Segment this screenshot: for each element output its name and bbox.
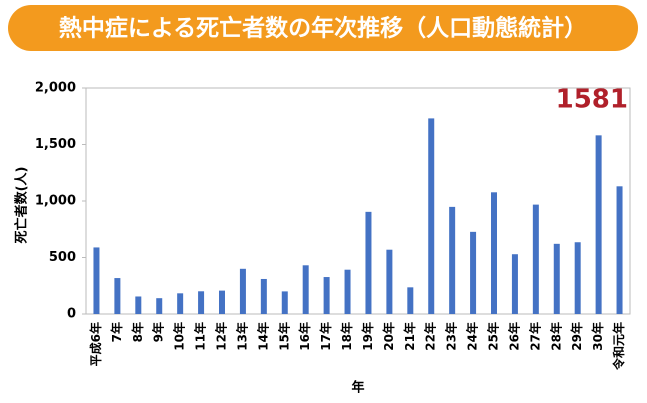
bar	[386, 249, 393, 314]
y-tick-label: 0	[67, 307, 76, 322]
bar	[491, 192, 497, 314]
bar	[344, 269, 351, 314]
x-tick-label: 25年	[486, 322, 501, 351]
x-tick-label: 平成6年	[88, 322, 103, 366]
bar	[323, 277, 330, 314]
x-tick-label: 24年	[465, 322, 480, 351]
x-tick-label: 28年	[548, 322, 563, 351]
bar	[93, 247, 100, 314]
bar	[449, 206, 456, 314]
bar	[281, 291, 288, 314]
y-tick-label: 500	[49, 250, 76, 265]
annotation: 1581	[556, 85, 628, 115]
y-tick-label: 1,000	[35, 194, 76, 209]
x-tick-label: 22年	[423, 322, 438, 351]
x-tick-label: 10年	[172, 322, 187, 351]
bar	[114, 278, 121, 314]
y-tick-label: 2,000	[35, 81, 76, 96]
bar	[428, 118, 435, 314]
bar	[532, 204, 539, 314]
bar	[135, 296, 142, 314]
x-tick-label: 14年	[255, 322, 270, 351]
x-tick-label: 9年	[151, 322, 166, 342]
x-tick-label: 18年	[339, 322, 354, 351]
y-axis-label: 死亡者数(人)	[14, 167, 30, 244]
x-tick-label: 15年	[276, 322, 291, 351]
x-axis-label: 年	[351, 380, 364, 396]
x-tick-label: 30年	[590, 322, 605, 351]
bar	[553, 243, 560, 314]
bar	[177, 293, 184, 314]
bar	[616, 186, 623, 314]
x-tick-label: 16年	[297, 322, 312, 351]
bar	[156, 298, 163, 314]
y-tick-label: 1,500	[35, 137, 76, 152]
x-tick-label: 17年	[318, 322, 333, 351]
plot-frame	[85, 87, 631, 315]
bar	[470, 231, 477, 314]
bar	[365, 211, 372, 314]
bar	[407, 287, 414, 314]
chart-title: 熱中症による死亡者数の年次推移（人口動態統計）	[59, 15, 587, 42]
x-tick-label: 23年	[444, 322, 459, 351]
x-tick-label: 12年	[214, 322, 229, 351]
bar	[511, 254, 518, 314]
x-tick-label: 19年	[360, 322, 375, 351]
bar	[574, 242, 581, 314]
x-tick-label: 令和元年	[611, 322, 626, 371]
bar	[595, 135, 602, 314]
x-tick-label: 11年	[193, 322, 208, 351]
x-tick-label: 13年	[234, 322, 249, 351]
bar	[302, 265, 309, 314]
bar	[198, 291, 205, 314]
x-tick-label: 29年	[569, 322, 584, 351]
bar	[239, 268, 246, 314]
bar	[260, 278, 267, 314]
x-tick-label: 21年	[402, 322, 417, 351]
x-tick-label: 8年	[130, 322, 145, 342]
x-tick-label: 26年	[506, 322, 521, 351]
title-banner	[8, 5, 638, 51]
x-tick-label: 27年	[527, 322, 542, 351]
x-tick-label: 7年	[109, 322, 124, 342]
x-tick-label: 20年	[381, 322, 396, 351]
bar	[219, 290, 225, 314]
